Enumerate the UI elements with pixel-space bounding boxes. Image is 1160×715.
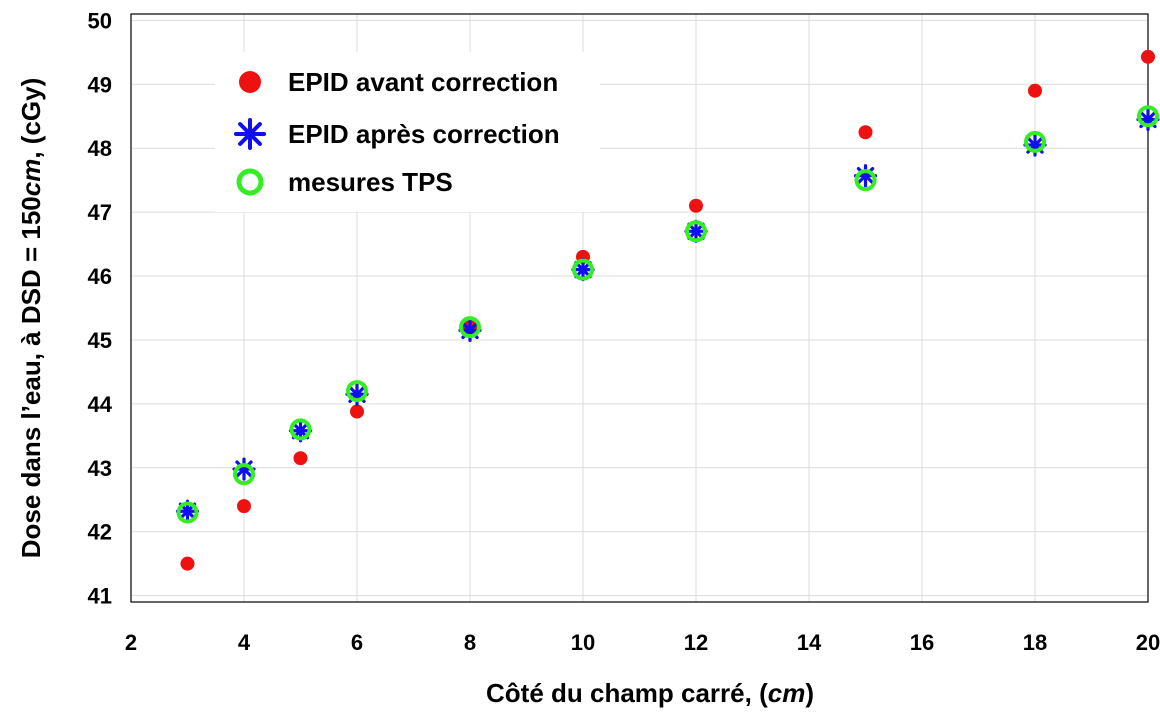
- data-point: [1028, 83, 1042, 98]
- data-point: [233, 463, 255, 486]
- legend-item: EPID avant correction: [239, 67, 558, 97]
- legend-label: EPID avant correction: [288, 67, 558, 97]
- legend-background: [215, 52, 600, 212]
- data-point: [459, 316, 481, 339]
- legend-marker: [236, 168, 264, 196]
- x-axis-title-part1: Côté du champ carré, (: [486, 678, 768, 708]
- legend-marker: [239, 71, 261, 93]
- x-tick-label: 16: [910, 630, 934, 655]
- data-point: [293, 451, 308, 466]
- data-point: [176, 501, 199, 524]
- x-axis-title-unit: cm: [768, 678, 806, 708]
- y-axis-title-part1: Dose dans l’eau, à DSD = 150: [16, 196, 46, 558]
- x-tick-label: 4: [238, 630, 251, 655]
- x-axis-title: Côté du champ carré, (cm): [486, 678, 814, 708]
- x-tick-label: 14: [797, 630, 822, 655]
- x-tick-label: 20: [1136, 630, 1160, 655]
- data-point: [854, 169, 877, 192]
- data-point: [1141, 49, 1155, 64]
- y-tick-label: 45: [88, 328, 112, 353]
- data-point: [1024, 130, 1046, 153]
- data-point: [346, 380, 368, 403]
- data-point: [685, 220, 707, 243]
- x-tick-label: 2: [125, 630, 137, 655]
- x-tick-label: 8: [464, 630, 476, 655]
- legend-label: EPID après correction: [288, 119, 560, 149]
- legend-item: EPID après correction: [234, 118, 560, 150]
- x-tick-label: 10: [571, 630, 595, 655]
- plot-frame: [130, 13, 1149, 603]
- data-point: [572, 258, 594, 281]
- x-axis-ticks: 2 4 6 8 10 12 14 16 18 20: [125, 630, 1160, 655]
- y-tick-label: 50: [88, 8, 112, 33]
- legend: EPID avant correction EPID après correcti…: [215, 52, 600, 212]
- x-axis-title-part2: ): [805, 678, 814, 708]
- data-point: [684, 219, 708, 243]
- data-point: [1137, 105, 1159, 128]
- data-marks: [175, 49, 1160, 571]
- series-3: [176, 105, 1159, 524]
- data-point: [858, 125, 873, 140]
- y-axis-title: Dose dans l’eau, à DSD = 150cm, (cGy): [16, 78, 46, 559]
- data-point: [689, 198, 703, 213]
- y-axis-title-unit: cm: [16, 159, 46, 197]
- x-tick-label: 18: [1023, 630, 1047, 655]
- y-tick-label: 46: [88, 264, 112, 289]
- data-point: [289, 418, 312, 441]
- x-tick-label: 6: [351, 630, 363, 655]
- data-point: [571, 258, 595, 282]
- data-point: [350, 404, 364, 419]
- y-tick-label: 47: [88, 200, 112, 225]
- data-point: [180, 556, 195, 571]
- y-tick-label: 43: [88, 456, 112, 481]
- y-tick-label: 44: [88, 392, 113, 417]
- data-point: [237, 499, 251, 514]
- y-tick-label: 42: [88, 520, 112, 545]
- y-tick-label: 41: [88, 584, 112, 609]
- legend-item: mesures TPS: [236, 167, 453, 197]
- legend-marker: [234, 118, 266, 150]
- y-axis-title-part2: , (cGy): [16, 78, 46, 159]
- y-axis-ticks: 41 42 43 44 45 46 47 48 49 50: [88, 8, 113, 608]
- y-tick-label: 49: [88, 72, 112, 97]
- y-tick-label: 48: [88, 136, 112, 161]
- x-tick-label: 12: [684, 630, 708, 655]
- legend-label: mesures TPS: [288, 167, 453, 197]
